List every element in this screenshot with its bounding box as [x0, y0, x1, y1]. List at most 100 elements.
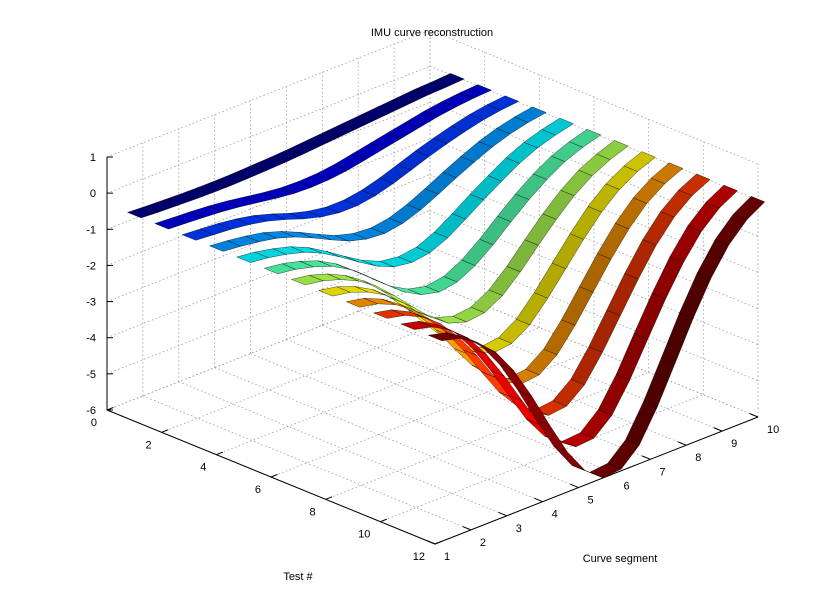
- x-tick-label: 3: [516, 523, 522, 535]
- ribbon-segment: [650, 162, 684, 184]
- ribbon-segment: [525, 348, 558, 376]
- y-tick-label: 6: [255, 484, 261, 496]
- ribbon-segment: [461, 238, 494, 266]
- y-tick-mark: [434, 540, 442, 545]
- y-tick-mark: [325, 496, 333, 500]
- ribbon-test-6: [263, 129, 602, 295]
- x-tick-mark: [426, 540, 436, 545]
- ribbon-segment: [669, 225, 702, 263]
- ribbon-segment: [488, 266, 521, 296]
- x-tick-label: 2: [480, 537, 486, 549]
- ribbon-segment: [552, 378, 585, 407]
- y-tick-label: 0: [91, 417, 97, 429]
- x-tick-mark: [677, 441, 687, 446]
- ribbon-segment: [535, 419, 568, 453]
- ribbon-segment: [561, 286, 594, 326]
- y-tick-label: 10: [358, 529, 370, 541]
- floor-gridline: [142, 395, 472, 531]
- wall-gridline: [106, 246, 431, 375]
- x-tick-mark: [462, 526, 472, 531]
- wall-gridline: [106, 174, 431, 302]
- y-tick-label: 4: [200, 462, 206, 474]
- z-tick-label: -6: [86, 405, 96, 417]
- ribbon-segment: [515, 292, 549, 326]
- z-tick-label: -1: [86, 224, 96, 236]
- wall-gridline: [429, 29, 759, 165]
- z-tick-label: -5: [86, 369, 96, 381]
- ribbon-test-1: [126, 73, 465, 219]
- axes: [106, 156, 759, 545]
- ribbon-segment: [459, 84, 492, 99]
- ribbon-segment: [497, 193, 530, 223]
- ribbon-segment: [624, 239, 657, 280]
- ribbon-segment: [553, 446, 586, 471]
- ribbon-segment: [633, 292, 666, 340]
- ribbon-segment: [326, 251, 359, 262]
- ribbon-segment: [651, 256, 684, 300]
- x-tick-label: 1: [444, 551, 450, 563]
- ribbon-segment: [515, 173, 548, 200]
- ribbon-test-7: [290, 140, 629, 324]
- ribbons: [126, 73, 766, 479]
- ribbon-segment: [568, 129, 602, 148]
- x-tick-mark: [713, 427, 723, 432]
- y-tick-label: 12: [413, 551, 425, 563]
- ribbon-segment: [678, 173, 711, 196]
- ribbon-segment: [543, 319, 576, 355]
- ribbon-segment: [597, 374, 631, 416]
- x-tick-mark: [498, 511, 507, 517]
- ribbon-segment: [615, 333, 649, 381]
- floor-gridline: [250, 353, 579, 488]
- floor-gridline: [214, 367, 543, 503]
- x-tick-label: 9: [731, 438, 737, 450]
- ribbon-test-3: [181, 95, 520, 241]
- wall-gridline: [106, 29, 431, 158]
- x-tick-label: 7: [659, 466, 665, 478]
- ribbon-test-11: [400, 184, 738, 447]
- ribbon-segment: [661, 312, 694, 364]
- ribbon-segment: [623, 151, 656, 172]
- wall-gridline: [429, 174, 759, 309]
- ribbon-test-5: [236, 117, 574, 268]
- ribbon-segment: [570, 346, 603, 385]
- ribbon-segment: [732, 196, 766, 220]
- z-tick-label: 1: [90, 152, 96, 164]
- ribbon-segment: [533, 262, 567, 299]
- x-tick-label: 8: [695, 452, 701, 464]
- x-axis-label: Curve segment: [583, 553, 658, 565]
- x-tick-label: 6: [623, 480, 629, 492]
- chart-title: IMU curve reconstruction: [371, 27, 493, 39]
- floor-gridline: [322, 324, 651, 460]
- ribbon-segment: [705, 184, 738, 209]
- wall-gridline: [429, 246, 759, 382]
- wall-gridline: [106, 138, 431, 266]
- ribbon-test-4: [208, 106, 547, 252]
- y-tick-mark: [270, 473, 278, 478]
- x-tick-label: 10: [767, 424, 779, 436]
- ribbon-test-2: [154, 84, 492, 230]
- ribbon-segment: [606, 273, 639, 316]
- x-tick-mark: [749, 413, 759, 418]
- ribbon-segment: [479, 215, 512, 246]
- y-tick-mark: [161, 429, 169, 433]
- ribbon-segment: [643, 357, 676, 408]
- ribbon-segment: [580, 409, 613, 439]
- y-tick-mark: [380, 518, 387, 523]
- ribbon-segment: [551, 233, 584, 269]
- ribbon-segment: [588, 309, 621, 353]
- x-tick-mark: [534, 497, 543, 503]
- ribbon-segment: [597, 223, 630, 260]
- floor-gridline: [325, 371, 649, 500]
- ribbon-test-12: [427, 196, 766, 479]
- ribbon-segment: [506, 239, 539, 273]
- ribbon-segment: [524, 213, 557, 246]
- ribbon-segment: [615, 197, 648, 230]
- y-tick-label: 2: [146, 439, 152, 451]
- x-tick-mark: [641, 455, 651, 460]
- ribbon-segment: [587, 183, 620, 213]
- wall-gridline: [106, 101, 431, 230]
- ribbon-test-9: [345, 162, 684, 385]
- z-tick-label: -3: [86, 297, 96, 309]
